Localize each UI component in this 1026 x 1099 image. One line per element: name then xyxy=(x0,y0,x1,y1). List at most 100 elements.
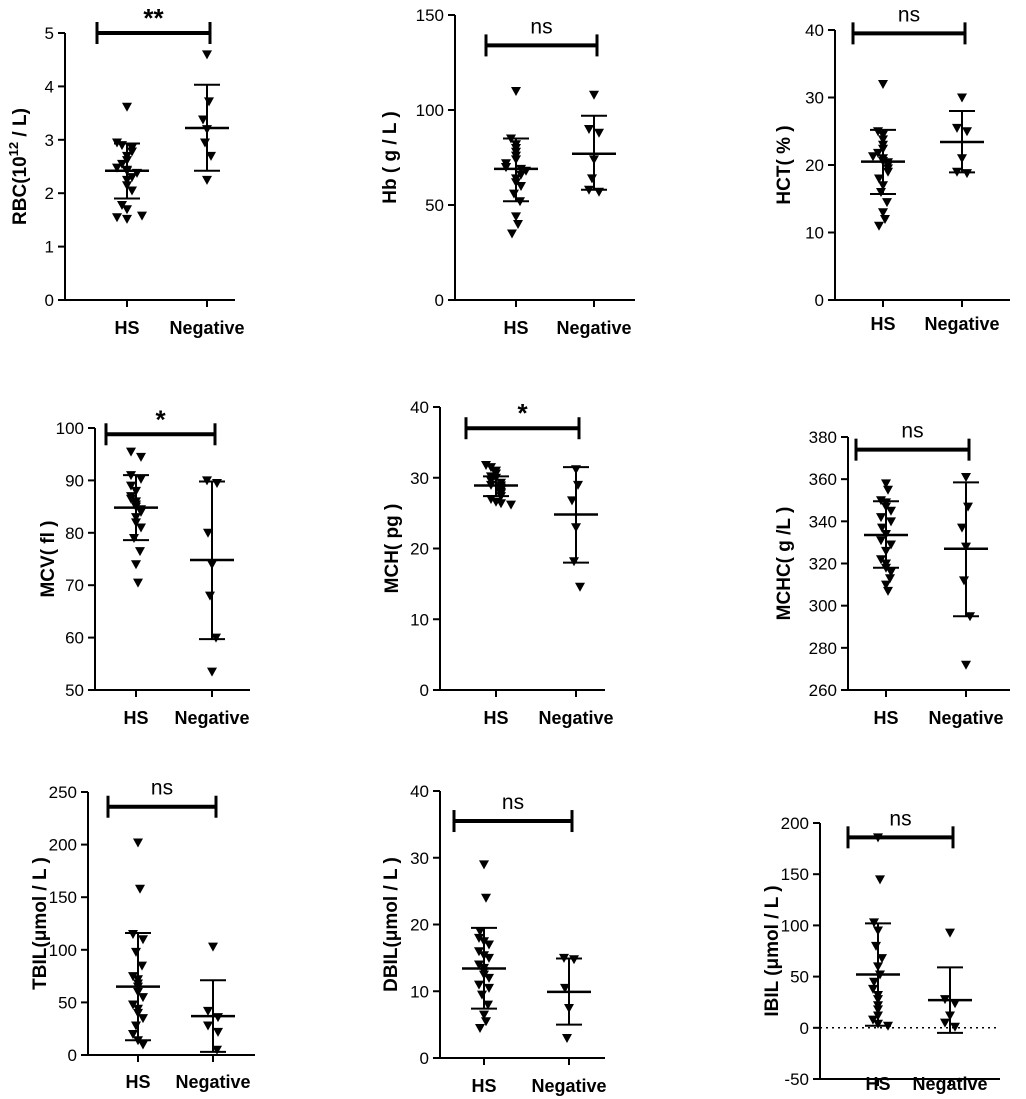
y-tick-label: 0 xyxy=(45,291,54,310)
significance-label: ** xyxy=(143,3,164,33)
data-point xyxy=(203,1006,213,1016)
data-point xyxy=(117,159,127,169)
data-point xyxy=(137,211,147,221)
data-point xyxy=(138,935,148,945)
y-tick-label: 380 xyxy=(809,428,837,447)
data-point xyxy=(126,481,136,491)
data-point xyxy=(474,980,484,990)
data-point xyxy=(882,198,892,208)
y-tick-label: 40 xyxy=(805,21,824,40)
data-point xyxy=(474,947,484,957)
data-point xyxy=(212,1045,222,1055)
data-point xyxy=(959,576,969,586)
x-category-label: HS xyxy=(125,1072,150,1092)
data-point xyxy=(112,163,122,173)
y-tick-label: 20 xyxy=(410,916,429,935)
data-point xyxy=(950,1022,960,1032)
data-point xyxy=(117,200,127,210)
data-point xyxy=(886,540,896,550)
data-point xyxy=(961,660,971,670)
y-tick-label: 0 xyxy=(68,1046,77,1065)
data-point xyxy=(212,479,222,489)
y-tick-label: 100 xyxy=(781,916,809,935)
data-point xyxy=(135,884,145,894)
y-tick-label: 40 xyxy=(410,782,429,801)
y-tick-label: 10 xyxy=(805,224,824,243)
data-point xyxy=(945,928,955,938)
y-tick-label: 320 xyxy=(809,555,837,574)
data-point xyxy=(474,960,484,970)
panel-ibil-chart: -50 0 50 100 150 200 HS Negative IBIL (μmol / L … xyxy=(762,807,1000,1094)
data-point xyxy=(138,1040,148,1050)
data-point xyxy=(127,186,137,196)
panel-mcv-chart: 50 60 70 80 90 100 HS Negative MCV( fl ) * xyxy=(38,404,250,728)
y-tick-label: 100 xyxy=(56,419,84,438)
data-point xyxy=(211,633,221,643)
data-point xyxy=(584,125,594,134)
data-point xyxy=(204,97,214,107)
y-tick-label: 50 xyxy=(65,681,84,700)
y-axis-label: MCH( pg ) xyxy=(382,504,403,594)
data-point xyxy=(957,523,967,533)
data-point xyxy=(952,123,962,133)
data-point xyxy=(875,875,885,885)
y-tick-label: 80 xyxy=(65,524,84,543)
data-point xyxy=(886,517,896,527)
data-point xyxy=(133,578,143,588)
data-point xyxy=(205,591,215,601)
x-category-label: Negative xyxy=(174,708,249,728)
data-point xyxy=(562,1033,572,1043)
y-tick-label: 60 xyxy=(65,629,84,648)
y-tick-label: 10 xyxy=(410,982,429,1001)
x-category-label: Negative xyxy=(169,318,244,338)
y-tick-label: 0 xyxy=(800,1019,809,1038)
data-point xyxy=(876,188,886,197)
x-category-label: Negative xyxy=(538,708,613,728)
y-tick-label: 4 xyxy=(45,77,54,96)
data-point xyxy=(213,1013,223,1023)
data-point xyxy=(136,474,146,484)
data-point xyxy=(877,523,887,533)
y-tick-label: 250 xyxy=(49,783,77,802)
data-point xyxy=(481,1017,491,1027)
y-tick-label: 10 xyxy=(410,610,429,629)
x-category-label: HS xyxy=(873,708,898,728)
y-tick-label: 100 xyxy=(416,101,444,120)
data-point xyxy=(506,500,516,510)
y-axis-label: Hb ( g / L ) xyxy=(380,111,401,204)
data-point xyxy=(128,1000,138,1010)
data-point xyxy=(868,984,878,994)
data-point xyxy=(877,954,887,964)
data-point xyxy=(129,534,139,544)
data-point xyxy=(871,941,881,951)
data-point xyxy=(112,213,122,223)
data-point xyxy=(208,942,218,952)
data-point xyxy=(560,983,570,993)
y-axis-label: DBIL(μmol / L ) xyxy=(381,857,402,992)
data-point xyxy=(131,1021,141,1031)
data-point xyxy=(868,1015,878,1025)
data-point xyxy=(961,473,971,483)
x-category-label: HS xyxy=(865,1074,890,1094)
data-point xyxy=(507,229,517,239)
data-point xyxy=(885,574,895,584)
x-category-label: HS xyxy=(123,708,148,728)
y-tick-label: 3 xyxy=(45,131,54,150)
data-point xyxy=(203,528,213,538)
y-tick-label: 40 xyxy=(410,398,429,417)
data-point xyxy=(886,506,896,516)
x-category-label: HS xyxy=(471,1076,496,1096)
data-point xyxy=(516,170,526,180)
y-axis-label: TBIL(μmol / L ) xyxy=(30,857,51,990)
panel-hb-chart: 0 50 100 150 HS Negative Hb ( g / L ) ns xyxy=(380,6,635,338)
data-point xyxy=(133,838,143,848)
y-tick-label: 340 xyxy=(809,512,837,531)
panel-mchc-chart: 260 280 300 320 340 360 380 HS Negative MCHC( g /… xyxy=(774,420,1010,728)
data-point xyxy=(126,494,136,504)
significance-label: ns xyxy=(889,807,911,830)
data-point xyxy=(963,502,973,512)
data-point xyxy=(479,860,489,870)
data-point xyxy=(136,523,146,533)
data-point xyxy=(475,927,485,937)
